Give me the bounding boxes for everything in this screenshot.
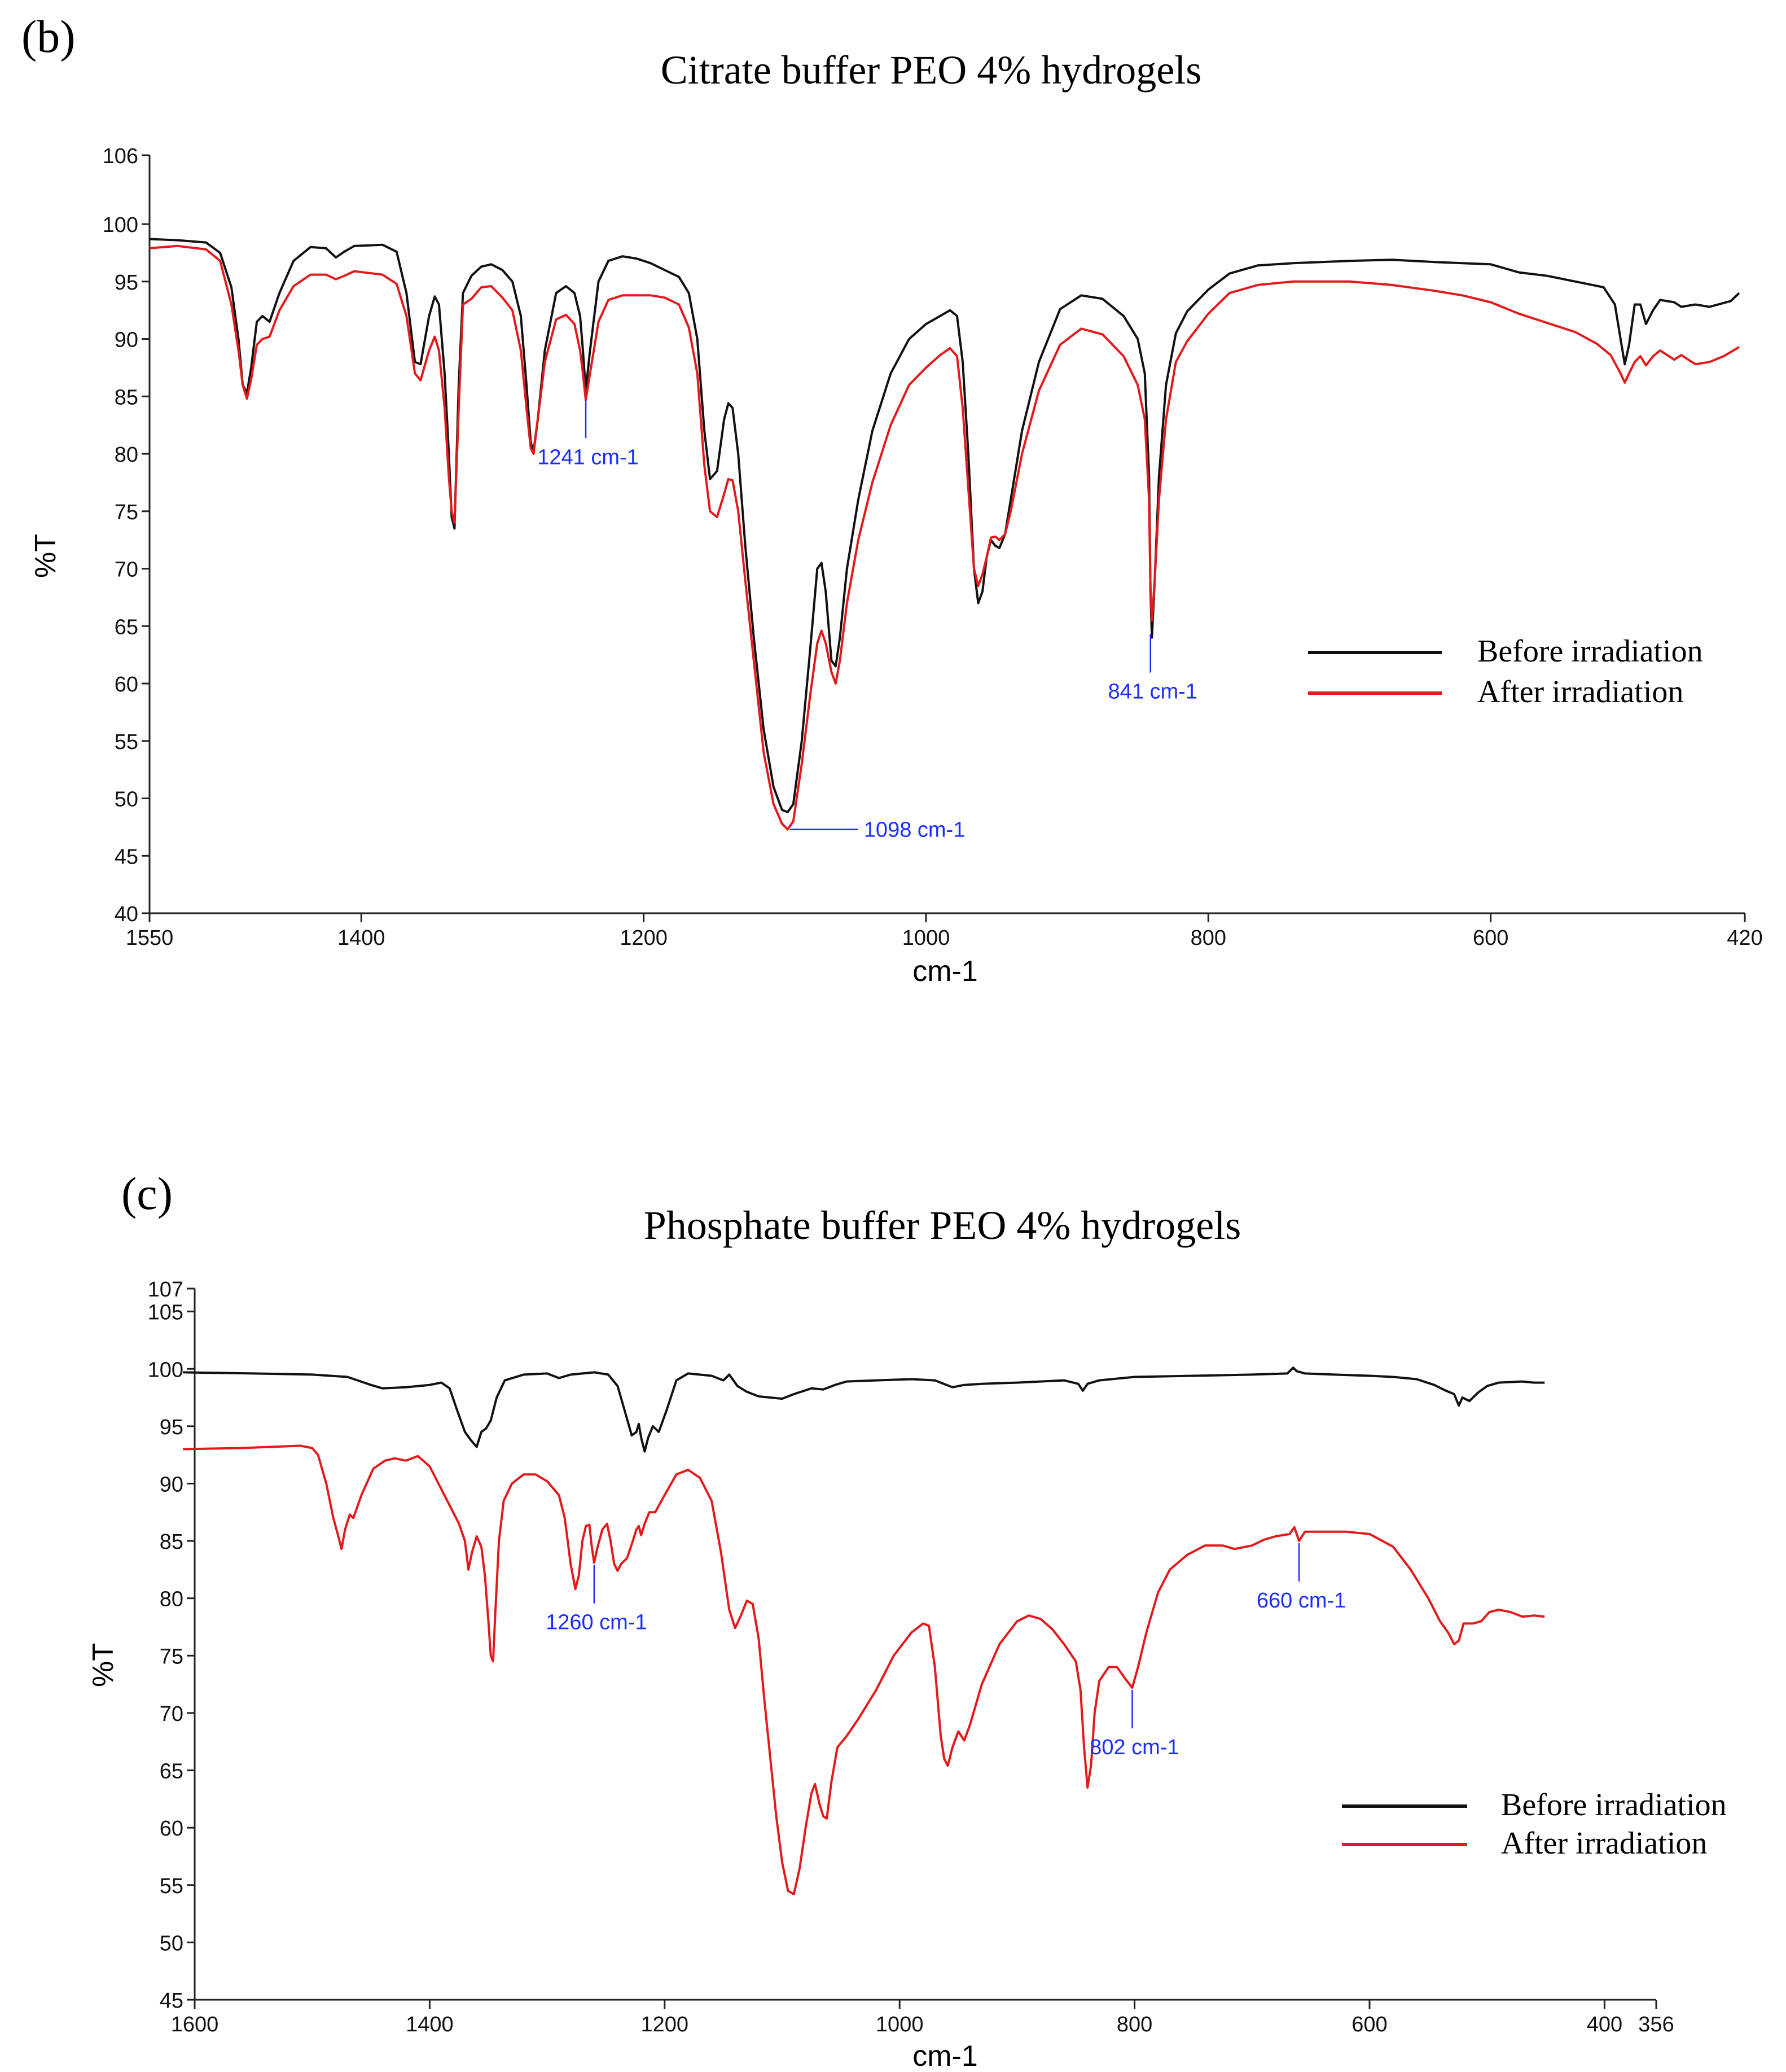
y-tick-label-b: 45 (115, 845, 138, 869)
y-tick-label-c: 105 (148, 1301, 183, 1325)
annotation-label-c: 660 cm-1 (1257, 1589, 1346, 1613)
chart-panel-c: (c) Phosphate buffer PEO 4% hydrogels cm… (87, 1168, 1727, 2072)
y-tick-label-c: 65 (160, 1760, 183, 1784)
x-tick-label-c: 800 (1117, 2013, 1152, 2036)
y-tick-label-b: 85 (115, 386, 138, 409)
y-tick-label-b: 75 (115, 501, 138, 524)
panel-label-b: (b) (21, 11, 76, 62)
legend-label-after-c: After irradiation (1501, 1826, 1707, 1861)
y-tick-label-b: 50 (115, 788, 138, 812)
y-tick-label-c: 60 (160, 1817, 183, 1841)
x-tick-label-b: 1400 (337, 926, 385, 950)
x-tick-label-c: 1200 (641, 2013, 689, 2036)
y-tick-label-c: 45 (160, 1989, 183, 2013)
legend-b: Before irradiation After irradiation (1308, 634, 1703, 709)
y-tick-label-b: 95 (115, 271, 138, 295)
chart-title-b: Citrate buffer PEO 4% hydrogels (661, 47, 1201, 93)
chart-title-c: Phosphate buffer PEO 4% hydrogels (644, 1203, 1241, 1248)
y-tick-label-b: 60 (115, 673, 138, 696)
x-tick-label-c: 400 (1587, 2013, 1622, 2036)
x-tick-label-c: 356 (1638, 2013, 1674, 2036)
x-tick-label-c: 1400 (406, 2013, 454, 2036)
x-tick-label-b: 420 (1727, 926, 1762, 950)
x-tick-label-b: 1550 (126, 926, 174, 950)
y-tick-label-b: 70 (115, 558, 138, 582)
annotation-label-c: 802 cm-1 (1090, 1736, 1179, 1759)
chart-panel-b: (b) Citrate buffer PEO 4% hydrogels cm-1… (21, 11, 1763, 988)
y-tick-label-c: 90 (160, 1473, 183, 1496)
x-axis-label-b: cm-1 (912, 955, 978, 988)
y-tick-label-c: 55 (160, 1874, 183, 1898)
annotation-label-b: 841 cm-1 (1108, 680, 1197, 703)
legend-label-before-c: Before irradiation (1501, 1788, 1727, 1823)
legend-label-before-b: Before irradiation (1477, 634, 1703, 669)
series-line-before-c (183, 1366, 1545, 1453)
series-line-after-c (183, 1444, 1545, 1895)
annotation-label-b: 1241 cm-1 (537, 445, 639, 469)
x-tick-label-c: 1000 (876, 2013, 924, 2036)
legend-label-after-b: After irradiation (1477, 674, 1683, 709)
y-tick-label-b: 106 (103, 144, 138, 168)
y-tick-label-c: 70 (160, 1702, 183, 1726)
y-tick-label-c: 80 (160, 1588, 183, 1611)
y-tick-label-c: 85 (160, 1530, 183, 1554)
y-tick-label-c: 50 (160, 1931, 183, 1955)
legend-c: Before irradiation After irradiation (1342, 1788, 1727, 1861)
axes-b: 40 45 50 55 60 65 70 75 80 85 90 95 100 106 1550 1400 12… (103, 144, 1763, 950)
y-axis-label-b: %T (29, 534, 62, 578)
x-tick-label-c: 1600 (171, 2013, 219, 2036)
panel-label-c: (c) (121, 1168, 173, 1219)
y-tick-label-c: 75 (160, 1645, 183, 1668)
annotation-label-b: 1098 cm-1 (864, 818, 966, 842)
x-tick-label-b: 1200 (620, 926, 668, 950)
y-tick-label-b: 55 (115, 730, 138, 754)
x-tick-label-b: 800 (1191, 926, 1226, 950)
y-tick-label-b: 80 (115, 443, 138, 467)
y-tick-label-b: 90 (115, 328, 138, 352)
plot-area-b: 1241 cm-1 1098 cm-1 841 cm-1 (149, 238, 1740, 842)
y-tick-label-b: 40 (115, 903, 138, 926)
x-axis-label-c: cm-1 (912, 2040, 978, 2072)
x-tick-label-b: 1000 (902, 926, 950, 950)
y-tick-label-b: 65 (115, 615, 138, 639)
y-tick-label-c: 95 (160, 1416, 183, 1439)
y-tick-label-b: 100 (103, 213, 138, 237)
y-axis-label-c: %T (87, 1643, 120, 1687)
y-tick-label-c: 107 (148, 1278, 183, 1302)
y-tick-label-c: 100 (148, 1358, 183, 1382)
x-tick-label-c: 600 (1351, 2013, 1387, 2036)
series-line-after-b (149, 244, 1740, 831)
plot-area-c: 1260 cm-1 802 cm-1 660 cm-1 (183, 1366, 1545, 1895)
annotation-label-c: 1260 cm-1 (546, 1611, 647, 1635)
series-line-before-b (149, 238, 1740, 813)
x-tick-label-b: 600 (1473, 926, 1508, 950)
